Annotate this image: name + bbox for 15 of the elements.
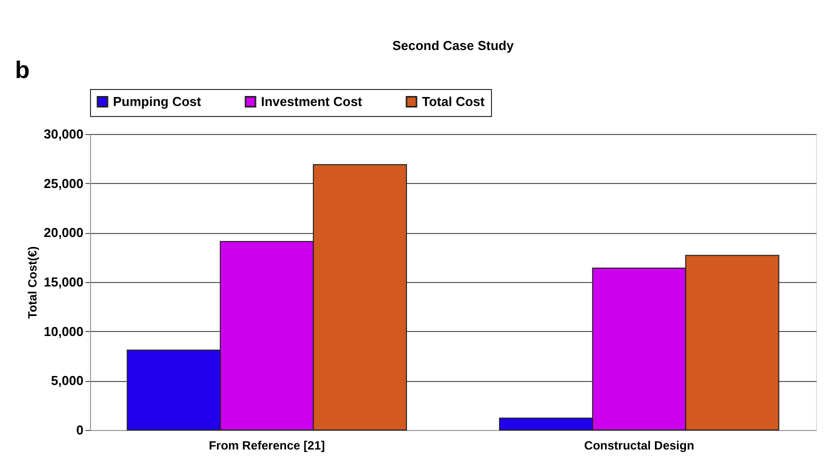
y-tick-label: 20,000 [44, 225, 84, 240]
y-tick-label: 10,000 [44, 324, 84, 339]
y-tick-label: 5,000 [50, 373, 84, 388]
chart-title: Second Case Study [392, 38, 514, 53]
y-tick-label: 0 [76, 422, 84, 438]
x-tick-label: Constructal Design [584, 438, 694, 452]
legend-label: Investment Cost [261, 94, 363, 109]
y-tick-label: 15,000 [44, 274, 84, 290]
legend-label: Total Cost [422, 94, 486, 109]
x-tick-label: From Reference [21] [208, 438, 325, 452]
text: b [15, 57, 30, 84]
y-axis-title: Total Cost(€) [26, 246, 40, 319]
legend-label: Pumping Cost [113, 94, 202, 109]
y-tick-label: 25,000 [44, 176, 84, 191]
y-tick-label: 30,000 [44, 126, 84, 142]
